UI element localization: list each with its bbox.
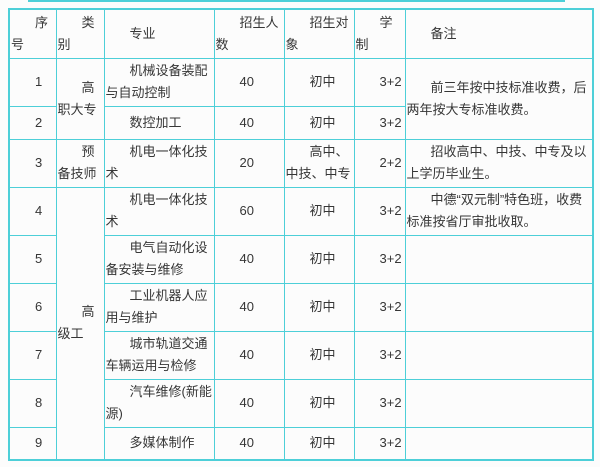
table-row: 5 电气自动化设备安装与维修 40 初中 3+2 <box>8 234 594 284</box>
remark-cell <box>404 330 594 380</box>
col-header-target: 招生对象 <box>283 8 355 59</box>
duration-cell: 3+2 <box>353 330 406 380</box>
serial-cell: 1 <box>8 57 57 107</box>
remark-cell <box>404 378 594 428</box>
major-cell: 机械设备装配与自动控制 <box>103 57 215 107</box>
enrollment-cell: 40 <box>213 234 285 284</box>
col-header-category: 类别 <box>55 8 105 59</box>
duration-cell: 3+2 <box>353 426 406 461</box>
duration-cell: 3+2 <box>353 234 406 284</box>
category-cell: 预备技师 <box>55 138 105 188</box>
remark-cell: 中德“双元制”特色班，收费标准按省厅审批收取。 <box>404 186 594 236</box>
major-cell: 城市轨道交通车辆运用与检修 <box>103 330 215 380</box>
enrollment-cell: 40 <box>213 105 285 140</box>
serial-cell: 3 <box>8 138 57 188</box>
target-cell: 初中 <box>283 105 355 140</box>
enrollment-cell: 40 <box>213 282 285 332</box>
table-row: 4 高级工 机电一体化技术 60 初中 3+2 中德“双元制”特色班，收费标准按… <box>8 186 594 461</box>
category-cell: 高职大专 <box>55 57 105 140</box>
remark-cell <box>404 426 594 461</box>
table-row: 6 工业机器人应用与维护 40 初中 3+2 <box>8 282 594 332</box>
enrollment-cell: 40 <box>213 57 285 107</box>
enrollment-cell: 40 <box>213 330 285 380</box>
enrollment-cell: 20 <box>213 138 285 188</box>
serial-cell: 8 <box>8 378 57 428</box>
header-row: 序号 类别 专业 招生人数 招生对象 学制 备注 <box>8 8 594 59</box>
major-cell: 机电一体化技术 <box>103 186 215 236</box>
duration-cell: 3+2 <box>353 378 406 428</box>
duration-cell: 3+2 <box>353 105 406 140</box>
enrollment-cell: 40 <box>213 426 285 461</box>
major-cell: 汽车维修(新能源) <box>103 378 215 428</box>
major-cell: 机电一体化技术 <box>103 138 215 188</box>
col-header-remark: 备注 <box>404 8 594 59</box>
duration-cell: 2+2 <box>353 138 406 188</box>
target-cell: 初中 <box>283 282 355 332</box>
col-header-enrollment: 招生人数 <box>213 8 285 59</box>
table-row: 1 高职大专 机械设备装配与自动控制 40 初中 3+2 前三年按中技标准收费，… <box>8 57 594 140</box>
table-row: 8 汽车维修(新能源) 40 初中 3+2 <box>8 378 594 428</box>
remark-cell: 前三年按中技标准收费，后两年按大专标准收费。 <box>404 57 594 140</box>
enrollment-table: 序号 类别 专业 招生人数 招生对象 学制 备注 1 高职大专 机械设备装配与自… <box>8 8 594 461</box>
target-cell: 初中 <box>283 57 355 107</box>
col-header-duration: 学制 <box>353 8 406 59</box>
remark-cell <box>404 234 594 284</box>
major-cell: 工业机器人应用与维护 <box>103 282 215 332</box>
major-cell: 数控加工 <box>103 105 215 140</box>
major-cell: 电气自动化设备安装与维修 <box>103 234 215 284</box>
target-cell: 初中 <box>283 426 355 461</box>
col-header-serial: 序号 <box>8 8 57 59</box>
top-divider <box>28 0 565 2</box>
serial-cell: 4 <box>8 186 57 236</box>
serial-cell: 9 <box>8 426 57 461</box>
col-header-major: 专业 <box>103 8 215 59</box>
target-cell: 初中 <box>283 186 355 236</box>
category-cell: 高级工 <box>55 186 105 461</box>
target-cell: 初中 <box>283 378 355 428</box>
target-cell: 高中、中技、中专 <box>283 138 355 188</box>
duration-cell: 3+2 <box>353 282 406 332</box>
table-row: 2 数控加工 40 初中 3+2 <box>8 105 593 140</box>
remark-cell: 招收高中、中技、中专及以上学历毕业生。 <box>404 138 594 188</box>
target-cell: 初中 <box>283 234 355 284</box>
duration-cell: 3+2 <box>353 57 406 107</box>
serial-cell: 6 <box>8 282 57 332</box>
serial-cell: 7 <box>8 330 57 380</box>
remark-cell <box>404 282 594 332</box>
duration-cell: 3+2 <box>353 186 406 236</box>
enrollment-cell: 40 <box>213 378 285 428</box>
table-row: 3 预备技师 机电一体化技术 20 高中、中技、中专 2+2 招收高中、中技、中… <box>8 138 594 188</box>
table-row: 9 多媒体制作 40 初中 3+2 <box>8 426 594 461</box>
target-cell: 初中 <box>283 330 355 380</box>
serial-cell: 2 <box>8 105 57 140</box>
serial-cell: 5 <box>8 234 57 284</box>
major-cell: 多媒体制作 <box>103 426 215 461</box>
enrollment-cell: 60 <box>213 186 285 236</box>
